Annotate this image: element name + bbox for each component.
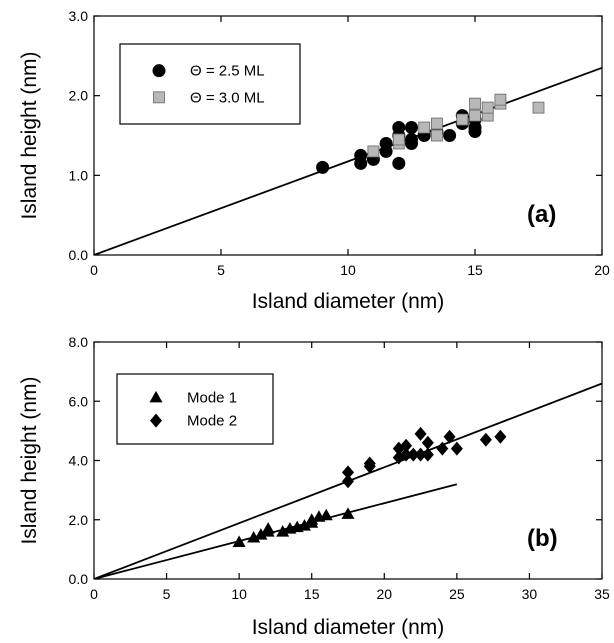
y-axis-label-a: Island height (nm) (18, 51, 41, 219)
data-point (247, 531, 261, 543)
data-point (414, 426, 427, 441)
data-point (319, 508, 333, 521)
data-point (436, 441, 449, 456)
data-point (400, 438, 413, 453)
series-b-1 (232, 507, 355, 547)
data-point (405, 132, 418, 146)
data-point (261, 522, 275, 534)
legend-marker (153, 91, 165, 104)
x-tick-label: 35 (594, 586, 610, 602)
y-tick-label: 3.0 (69, 8, 89, 24)
data-point (414, 447, 427, 462)
series-b-2 (342, 426, 507, 489)
x-tick-label: 5 (217, 262, 225, 278)
x-tick-label: 10 (231, 586, 247, 602)
data-point (469, 109, 481, 122)
data-point (392, 121, 406, 135)
data-point (341, 507, 355, 519)
x-tick-label: 15 (467, 262, 483, 278)
x-tick-label: 30 (522, 586, 538, 602)
data-point (392, 156, 406, 170)
data-point (305, 513, 319, 525)
data-point (481, 101, 494, 114)
data-point (421, 435, 434, 450)
panel-label-a: (a) (527, 201, 556, 228)
legend-label: Θ = 2.5 ML (190, 63, 265, 80)
data-point (430, 129, 443, 142)
y-tick-label: 1.0 (69, 167, 89, 183)
x-tick-label: 20 (376, 586, 392, 602)
y-tick-label: 0.0 (69, 247, 89, 263)
data-point (379, 136, 393, 150)
data-point (342, 474, 354, 489)
data-point (392, 133, 405, 146)
legend-marker (152, 64, 166, 78)
y-tick-label: 2.0 (69, 512, 89, 528)
data-point (405, 121, 418, 135)
y-axis-label-b: Island height (nm) (18, 376, 41, 544)
data-point (354, 148, 368, 162)
x-tick-label: 0 (90, 586, 98, 602)
legend-a: Θ = 2.5 ML Θ = 3.0 ML (119, 43, 301, 125)
legend-label: Mode 2 (187, 413, 237, 430)
data-point (254, 528, 268, 540)
panel-label-b: (b) (527, 525, 558, 552)
data-point (532, 101, 545, 114)
fit-line-b-2 (94, 483, 458, 579)
data-point (479, 432, 492, 447)
x-axis-label-a: Island diameter (nm) (252, 290, 445, 313)
y-tick-label: 4.0 (69, 453, 89, 469)
data-point (494, 93, 507, 106)
data-point (342, 465, 354, 480)
data-point (363, 456, 376, 471)
series-a-2 (367, 93, 545, 158)
data-point (430, 117, 443, 130)
data-point (469, 97, 481, 110)
y-tick-label: 0.0 (69, 571, 89, 587)
legend-marker (150, 413, 162, 428)
data-point (232, 535, 246, 547)
data-point (443, 129, 457, 142)
y-tick-label: 6.0 (69, 393, 89, 409)
x-axis-label-b: Island diameter (nm) (252, 616, 445, 639)
legend-box (119, 43, 301, 125)
legend-label: Mode 1 (187, 389, 237, 406)
data-point (367, 145, 380, 158)
legend-box (116, 373, 274, 445)
data-point (421, 447, 434, 462)
data-point (418, 121, 431, 134)
x-tick-label: 0 (90, 262, 98, 278)
x-tick-label: 20 (594, 262, 610, 278)
data-point (276, 525, 290, 537)
data-point (450, 441, 463, 456)
data-point (316, 160, 330, 174)
panel-b: 0 5 10 15 20 25 30 350.02.04.06.08.0 Mode 1Mode… (18, 334, 610, 639)
data-point (456, 113, 469, 126)
y-tick-label: 8.0 (69, 334, 89, 350)
fit-line-a-1 (94, 66, 602, 255)
data-point (400, 447, 413, 462)
data-point (494, 429, 507, 444)
legend-label: Θ = 3.0 ML (190, 89, 265, 106)
legend-marker (149, 390, 163, 403)
legend-b: Mode 1 Mode 2 (116, 373, 274, 445)
data-point (297, 519, 311, 531)
data-point (407, 447, 420, 462)
y-tick-label: 2.0 (69, 88, 89, 104)
panel-a: 0 5 10 15 20 0.0 1.0 2.0 3.0 Θ = 2.5 ML Θ = 3.0 M… (18, 8, 610, 313)
x-tick-label: 15 (304, 586, 320, 602)
x-tick-label: 25 (449, 586, 465, 602)
data-point (443, 429, 456, 444)
x-tick-label: 10 (340, 262, 356, 278)
x-tick-label: 5 (163, 586, 171, 602)
